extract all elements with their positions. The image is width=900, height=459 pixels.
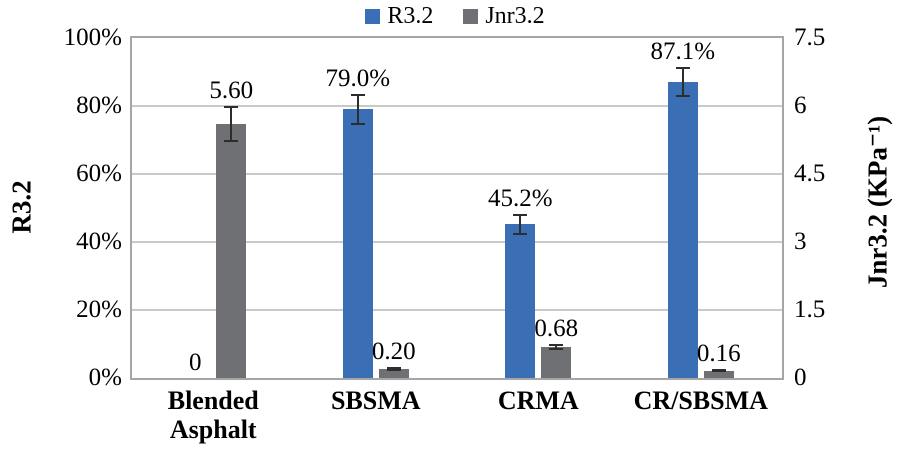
left-tick-20: 20% xyxy=(76,296,122,323)
value-label-r3-2-sbsma: 79.0% xyxy=(325,65,391,93)
gridline xyxy=(132,173,782,175)
category-label-cr-sbsma: CR/SBSMA xyxy=(633,386,768,415)
right-tick-0: 0 xyxy=(794,364,807,391)
legend-swatch-r3-2 xyxy=(365,8,381,24)
error-bar-cap xyxy=(224,140,239,143)
left-tick-80: 80% xyxy=(76,92,122,119)
legend-swatch-jnr3-2 xyxy=(463,8,479,24)
left-axis-title: R3.2 xyxy=(6,180,37,234)
value-label-r3-2-blended-asphalt: 0 xyxy=(189,349,202,376)
gridline xyxy=(132,241,782,243)
value-label-jnr3-2-sbsma: 0.20 xyxy=(371,338,416,366)
error-bar-jnr3-2-crma xyxy=(549,344,564,351)
error-bar-cap xyxy=(386,367,401,370)
error-bar-cap xyxy=(549,348,564,351)
right-tick-4-5: 4.5 xyxy=(794,160,826,187)
error-bar-jnr3-2-sbsma xyxy=(386,367,401,371)
error-bar-cap xyxy=(513,232,528,235)
error-bar-line xyxy=(555,344,558,351)
legend-label-jnr3-2: Jnr3.2 xyxy=(485,2,545,29)
right-tick-3: 3 xyxy=(794,228,807,255)
category-label-blended-asphalt: Blended Asphalt xyxy=(167,386,259,444)
bar-jnr3-2-cr-sbsma xyxy=(703,370,734,378)
error-bar-r3-2-cr-sbsma xyxy=(675,66,690,98)
value-label-r3-2-crma: 45.2% xyxy=(487,185,553,213)
left-tick-0: 0% xyxy=(88,364,122,391)
legend: R3.2 Jnr3.2 xyxy=(130,0,780,32)
bar-r3-2-sbsma xyxy=(342,109,373,378)
legend-item-r3-2: R3.2 xyxy=(365,3,433,30)
bar-jnr3-2-blended-asphalt xyxy=(216,124,247,378)
legend-item-jnr3-2: Jnr3.2 xyxy=(463,2,545,30)
error-bar-cap xyxy=(675,66,690,69)
error-bar-cap xyxy=(350,94,365,97)
bar-r3-2-cr-sbsma xyxy=(667,81,698,378)
error-bar-cap xyxy=(350,122,365,125)
value-label-jnr3-2-cr-sbsma: 0.16 xyxy=(696,340,741,368)
category-label-sbsma: SBSMA xyxy=(330,386,421,415)
error-bar-jnr3-2-cr-sbsma xyxy=(711,369,726,373)
error-bar-jnr3-2-blended-asphalt xyxy=(224,106,239,143)
right-tick-1-5: 1.5 xyxy=(794,296,826,323)
error-bar-cap xyxy=(386,368,401,371)
error-bar-line xyxy=(681,66,684,98)
error-bar-line xyxy=(519,214,522,235)
right-tick-6: 6 xyxy=(794,92,807,119)
value-label-jnr3-2-crma: 0.68 xyxy=(534,315,579,342)
right-axis-title: Jnr3.2 (KPa⁻¹) xyxy=(862,115,893,289)
left-tick-100: 100% xyxy=(63,24,122,51)
plot-area: 0 5.60 79.0% 0.20 45.2% 0.68 87.1% 0.16 xyxy=(130,36,784,380)
category-label-crma: CRMA xyxy=(497,386,579,415)
error-bar-r3-2-sbsma xyxy=(350,94,365,125)
error-bar-cap xyxy=(513,214,528,217)
value-label-r3-2-cr-sbsma: 87.1% xyxy=(650,37,716,65)
error-bar-cap xyxy=(675,95,690,98)
error-bar-cap xyxy=(711,370,726,373)
value-label-jnr3-2-blended-asphalt: 5.60 xyxy=(209,77,254,104)
error-bar-cap xyxy=(549,344,564,346)
error-bar-line xyxy=(356,94,359,125)
legend-label-r3-2: R3.2 xyxy=(387,2,434,29)
left-tick-60: 60% xyxy=(76,160,122,187)
error-bar-r3-2-crma xyxy=(513,214,528,235)
bar-r3-2-crma xyxy=(505,224,536,378)
bar-jnr3-2-crma xyxy=(541,347,572,378)
error-bar-line xyxy=(230,106,233,143)
gridline xyxy=(132,309,782,311)
error-bar-cap xyxy=(224,106,239,108)
bar-jnr3-2-sbsma xyxy=(378,368,409,378)
left-tick-40: 40% xyxy=(76,228,122,255)
gridline xyxy=(132,105,782,107)
right-tick-7-5: 7.5 xyxy=(794,24,826,51)
